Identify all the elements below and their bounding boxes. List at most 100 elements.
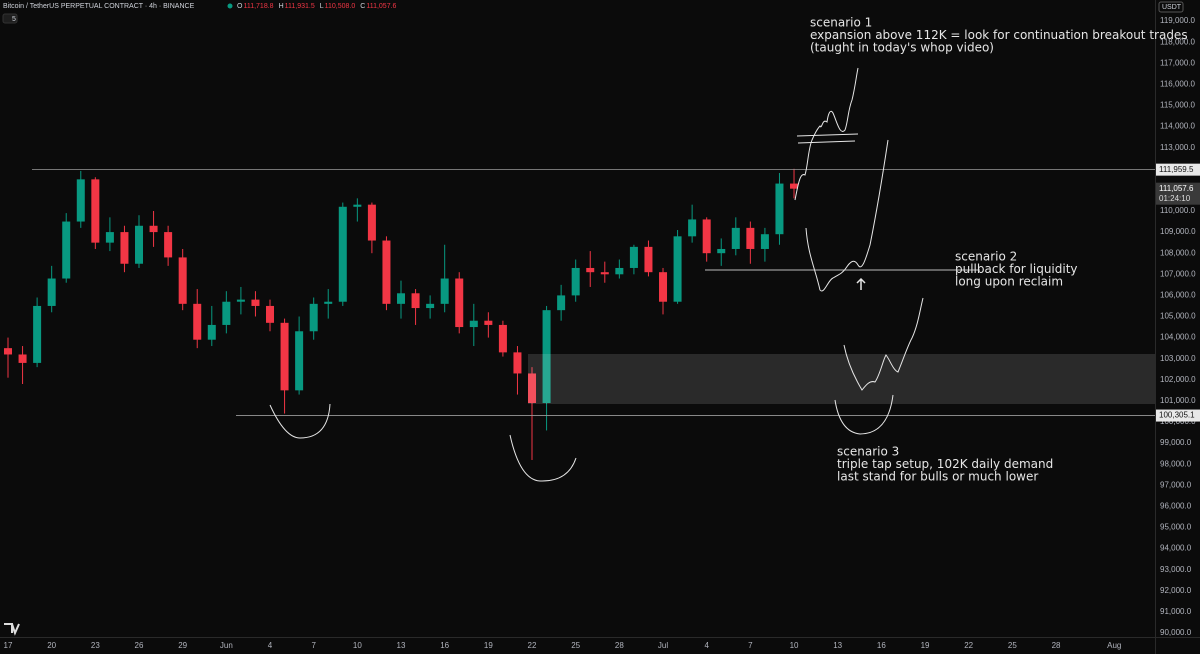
ohlc-value: 111,057.6 bbox=[366, 3, 396, 10]
annotation: scenario 3 bbox=[837, 445, 899, 459]
candle-body bbox=[62, 221, 71, 279]
x-tick-label: 17 bbox=[4, 641, 13, 650]
interval-button[interactable]: 5 bbox=[12, 16, 16, 23]
candle-body bbox=[266, 305, 275, 323]
candle-body bbox=[33, 305, 42, 363]
y-tick-label: 106,000.0 bbox=[1160, 291, 1196, 300]
y-tick-label: 95,000.0 bbox=[1160, 523, 1192, 532]
candle-body bbox=[178, 257, 187, 304]
candle-body bbox=[688, 219, 697, 237]
x-tick-label: 13 bbox=[397, 641, 406, 650]
candle-body bbox=[484, 320, 493, 325]
candle-body bbox=[207, 324, 216, 340]
ohlc-key: L bbox=[320, 3, 324, 10]
candle-body bbox=[193, 303, 202, 340]
candle-body bbox=[324, 301, 333, 304]
y-tick-label: 118,000.0 bbox=[1160, 37, 1196, 46]
annotation: expansion above 112K = look for continua… bbox=[810, 28, 1188, 42]
candle-body bbox=[528, 373, 537, 404]
symbol: Bitcoin / TetherUS PERPETUAL CONTRACT · … bbox=[3, 3, 195, 10]
drawings bbox=[269, 67, 1155, 482]
x-tick-label: Jul bbox=[658, 641, 668, 650]
last-price-label: 111,057.6 bbox=[1159, 184, 1194, 193]
y-tick-label: 99,000.0 bbox=[1160, 438, 1192, 447]
candle-body bbox=[498, 324, 507, 353]
candle-body bbox=[382, 240, 391, 304]
y-tick-label: 90,000.0 bbox=[1160, 628, 1192, 637]
reclaim-arrow bbox=[856, 277, 866, 290]
y-tick-label: 100,000.0 bbox=[1160, 417, 1196, 426]
candle-body bbox=[222, 301, 231, 325]
candle-body bbox=[164, 232, 173, 258]
candle-body bbox=[600, 272, 609, 275]
x-tick-label: 29 bbox=[178, 641, 187, 650]
x-tick-label: 26 bbox=[135, 641, 144, 650]
candle-body bbox=[717, 248, 726, 254]
collapse-button[interactable] bbox=[2, 13, 18, 24]
candle-body bbox=[295, 331, 304, 391]
status-dot bbox=[227, 3, 233, 9]
candle-body bbox=[629, 246, 638, 268]
x-tick-label: Aug bbox=[1107, 641, 1121, 650]
annotation: scenario 2 bbox=[955, 250, 1017, 264]
annotation: long upon reclaim bbox=[955, 275, 1063, 289]
x-tick-label: 4 bbox=[268, 641, 273, 650]
annotation: pullback for liquidity bbox=[955, 262, 1078, 276]
ohlc-key: O bbox=[237, 3, 243, 10]
y-tick-label: 104,000.0 bbox=[1160, 333, 1196, 342]
tap-arc bbox=[509, 434, 577, 482]
x-tick-label: 10 bbox=[353, 641, 362, 650]
ohlc-value: 111,718.8 bbox=[243, 3, 273, 10]
y-tick-label: 110,000.0 bbox=[1160, 206, 1196, 215]
annotation: last stand for bulls or much lower bbox=[837, 470, 1038, 484]
last-price-badge bbox=[1156, 182, 1200, 205]
price-badge bbox=[1156, 409, 1200, 422]
annotation: triple tap setup, 102K daily demand bbox=[837, 457, 1053, 471]
candle-body bbox=[149, 225, 158, 233]
candle-body bbox=[135, 225, 144, 264]
x-tick-label: 23 bbox=[91, 641, 100, 650]
y-tick-label: 97,000.0 bbox=[1160, 480, 1192, 489]
x-tick-label: 20 bbox=[47, 641, 56, 650]
candle-body bbox=[659, 272, 668, 302]
y-tick-label: 109,000.0 bbox=[1160, 227, 1196, 236]
currency[interactable]: USDT bbox=[1162, 4, 1182, 11]
scenario-3-path bbox=[843, 297, 924, 391]
ohlc-key: C bbox=[360, 3, 365, 10]
y-tick-label: 96,000.0 bbox=[1160, 502, 1192, 511]
candle-body bbox=[469, 320, 478, 328]
y-tick-label: 94,000.0 bbox=[1160, 544, 1192, 553]
x-tick-label: 19 bbox=[484, 641, 493, 650]
price-badge-label: 100,305.1 bbox=[1159, 411, 1195, 420]
y-tick-label: 91,000.0 bbox=[1160, 607, 1192, 616]
candle-body bbox=[105, 232, 114, 243]
x-tick-label: 10 bbox=[790, 641, 799, 650]
candle-body bbox=[47, 278, 56, 306]
candle-body bbox=[790, 183, 799, 189]
currency-box[interactable] bbox=[1158, 1, 1184, 13]
x-tick-label: 13 bbox=[833, 641, 842, 650]
candle-body bbox=[731, 227, 740, 249]
y-tick-label: 115,000.0 bbox=[1160, 101, 1196, 110]
scenario-1-range bbox=[796, 133, 859, 144]
candle-body bbox=[557, 295, 566, 311]
candle-body bbox=[120, 232, 129, 264]
y-tick-label: 107,000.0 bbox=[1160, 269, 1196, 278]
candle-body bbox=[746, 227, 755, 249]
candle-body bbox=[251, 299, 260, 306]
x-tick-label: 19 bbox=[921, 641, 930, 650]
y-tick-label: 108,000.0 bbox=[1160, 248, 1196, 257]
x-tick-label: Jun bbox=[220, 641, 233, 650]
x-tick-label: 25 bbox=[1008, 641, 1017, 650]
annotation: scenario 1 bbox=[810, 16, 872, 30]
y-tick-label: 102,000.0 bbox=[1160, 375, 1196, 384]
ohlc-key: H bbox=[279, 3, 284, 10]
y-tick-label: 103,000.0 bbox=[1160, 354, 1196, 363]
candle-body bbox=[702, 219, 711, 254]
tap-arc bbox=[269, 403, 331, 439]
candle-body bbox=[426, 303, 435, 309]
y-tick-label: 114,000.0 bbox=[1160, 122, 1196, 131]
